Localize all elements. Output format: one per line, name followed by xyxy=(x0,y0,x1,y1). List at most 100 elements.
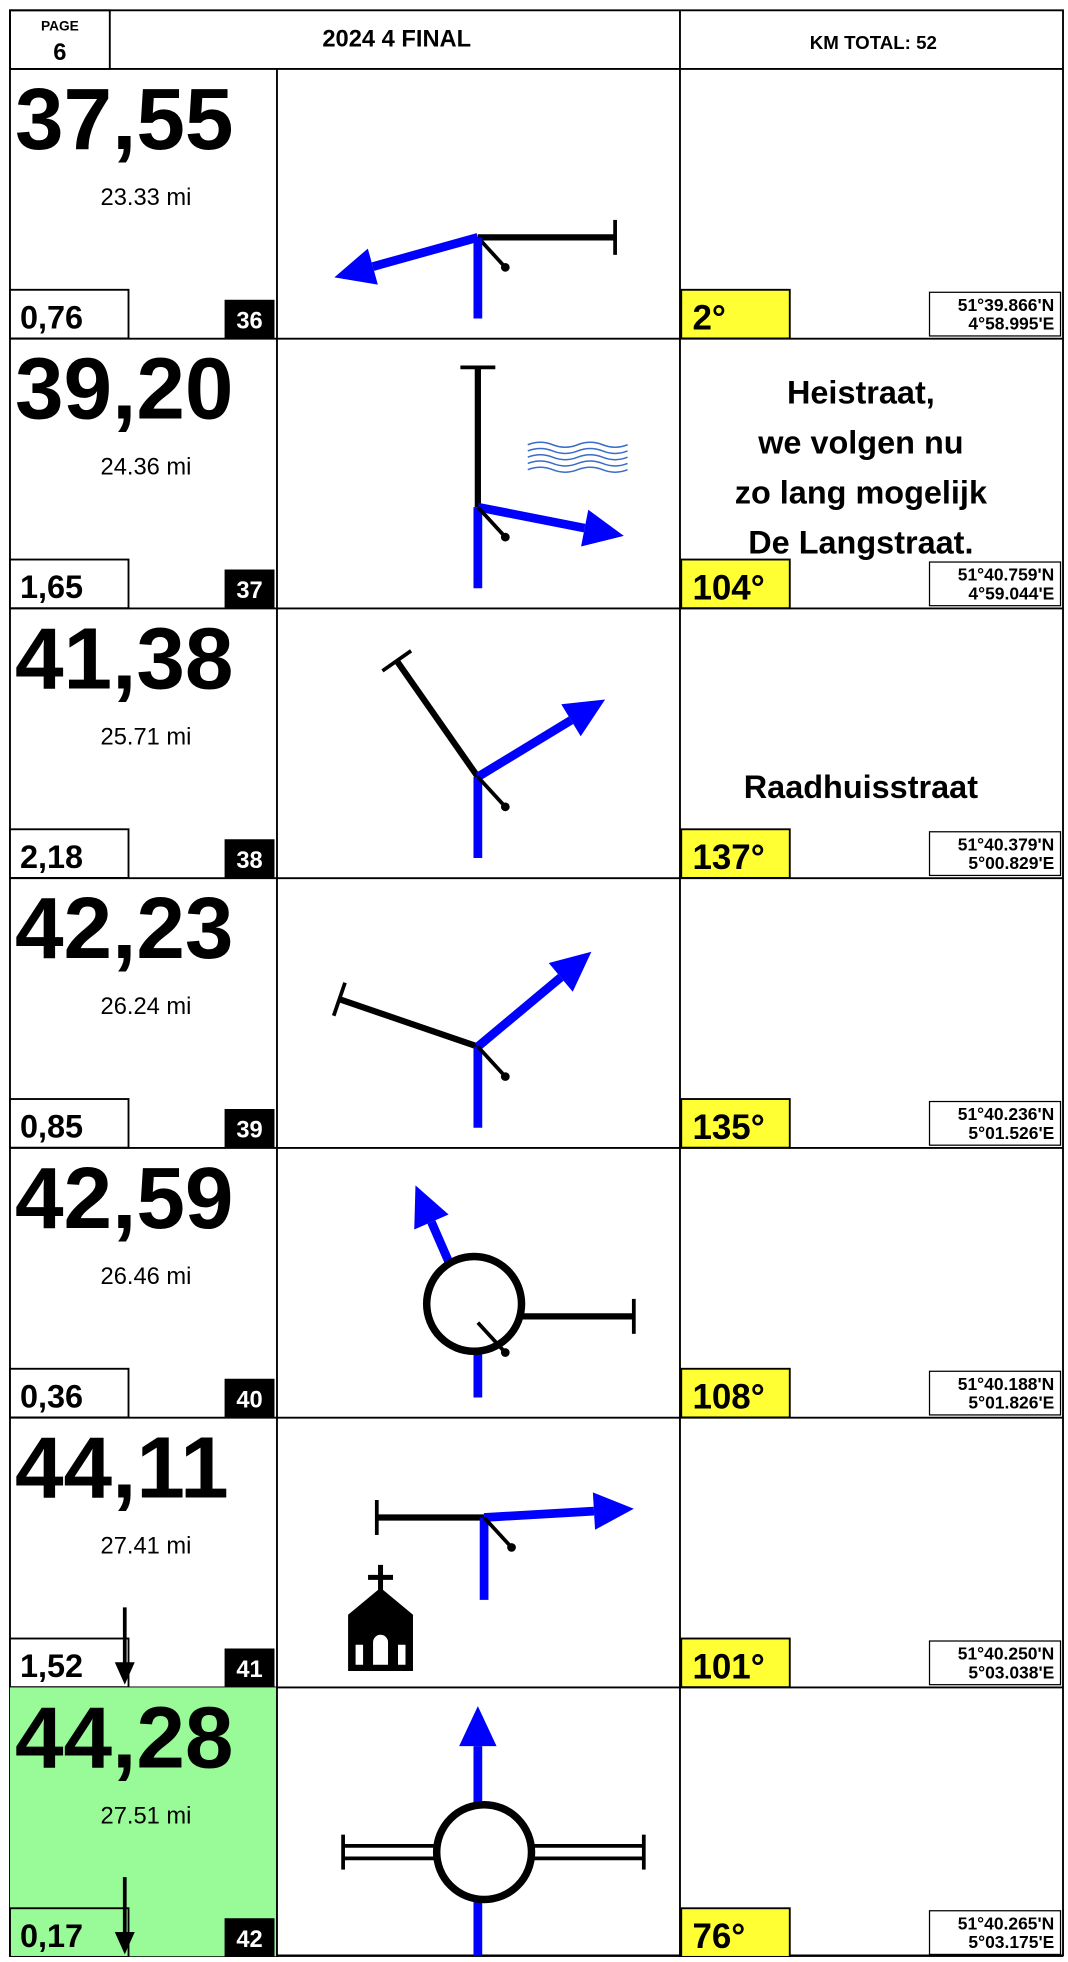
partial-box xyxy=(9,828,130,879)
number: 42 xyxy=(236,1927,262,1953)
note: zo lang mogelijk xyxy=(735,474,988,510)
heading: 76° xyxy=(692,1917,745,1956)
number: 41 xyxy=(236,1657,262,1683)
partial-box xyxy=(9,558,130,610)
latitude: 51°40.759'N xyxy=(958,565,1055,585)
heading: 104° xyxy=(692,568,764,607)
number-box xyxy=(224,1648,275,1688)
route-arrow xyxy=(414,1185,449,1230)
route-arrow xyxy=(459,1706,497,1747)
longitude: 5°00.829'E xyxy=(968,853,1054,873)
partial-box xyxy=(9,1098,130,1149)
route xyxy=(475,974,564,1050)
partial-box xyxy=(9,1907,130,1958)
latitude: 51°40.250'N xyxy=(958,1644,1055,1664)
heading-box xyxy=(680,1098,791,1149)
heading: 135° xyxy=(692,1108,764,1147)
km: 39,20 xyxy=(15,340,234,438)
number-box xyxy=(224,1918,275,1957)
coord-box xyxy=(928,1100,1062,1146)
latitude: 51°40.188'N xyxy=(958,1374,1055,1394)
coord-box xyxy=(928,1370,1062,1416)
road xyxy=(338,996,479,1050)
number: 37 xyxy=(236,578,262,604)
route-arrow xyxy=(334,248,378,285)
partial: 1,52 xyxy=(20,1648,83,1684)
miles: 27.41 mi xyxy=(101,1534,192,1560)
latitude: 51°40.265'N xyxy=(958,1913,1055,1933)
sheet-border xyxy=(9,9,1064,1957)
page-number: 6 xyxy=(53,40,66,66)
number: 39 xyxy=(236,1118,262,1144)
note: Heistraat, xyxy=(787,375,935,411)
km: 41,38 xyxy=(15,609,234,707)
heading-box xyxy=(680,288,791,340)
tick xyxy=(476,1045,507,1078)
road-end xyxy=(331,982,347,1017)
tick xyxy=(476,1321,507,1354)
church-door xyxy=(355,1634,406,1665)
heading: 108° xyxy=(692,1378,764,1417)
km: 42,23 xyxy=(15,879,234,977)
longitude: 5°01.826'E xyxy=(968,1393,1054,1413)
longitude: 4°59.044'E xyxy=(968,583,1054,603)
water xyxy=(527,460,628,467)
longitude: 5°03.038'E xyxy=(968,1662,1054,1682)
coord-box xyxy=(928,1910,1062,1956)
water xyxy=(527,441,628,448)
tick xyxy=(482,1516,513,1549)
heading: 2° xyxy=(692,299,725,338)
longitude: 5°01.526'E xyxy=(968,1123,1054,1143)
tick xyxy=(476,236,507,269)
title: 2024 4 FINAL xyxy=(322,26,471,52)
km-total: KM TOTAL: 52 xyxy=(810,32,937,53)
route-arrow xyxy=(561,699,606,737)
miles: 26.46 mi xyxy=(101,1264,192,1290)
partial-box xyxy=(9,288,130,340)
partial-box xyxy=(9,1367,130,1419)
down-arrow-head xyxy=(114,1931,135,1955)
note: we volgen nu xyxy=(757,424,963,460)
down-arrow-head xyxy=(114,1662,135,1685)
latitude: 51°40.236'N xyxy=(958,1104,1055,1124)
route xyxy=(483,1506,595,1522)
km: 37,55 xyxy=(15,70,234,168)
km: 44,28 xyxy=(15,1688,234,1786)
number-box xyxy=(224,299,275,339)
longitude: 5°03.175'E xyxy=(968,1932,1054,1952)
heading-box xyxy=(680,1367,791,1419)
partial: 2,18 xyxy=(20,839,83,875)
coord-box xyxy=(928,561,1062,607)
partial: 0,85 xyxy=(20,1109,83,1145)
partial-box xyxy=(9,1637,130,1689)
miles: 24.36 mi xyxy=(101,455,192,481)
road xyxy=(394,659,481,779)
miles: 27.51 mi xyxy=(101,1803,192,1829)
miles: 25.71 mi xyxy=(101,724,192,750)
tick xyxy=(476,775,507,809)
route-arrow xyxy=(581,509,624,547)
church-icon xyxy=(348,1564,413,1671)
partial: 1,65 xyxy=(20,569,83,605)
tick-dot xyxy=(500,1072,510,1081)
number-box xyxy=(224,569,275,609)
water xyxy=(527,466,628,473)
heading: 101° xyxy=(692,1647,764,1686)
number-box xyxy=(224,1109,275,1148)
tick xyxy=(476,505,507,539)
roundabout xyxy=(422,1252,526,1356)
heading-box xyxy=(680,558,791,610)
route-arrow xyxy=(592,1492,634,1530)
km: 44,11 xyxy=(15,1419,229,1517)
coord-box xyxy=(928,831,1062,877)
number: 40 xyxy=(236,1387,262,1413)
coord-box xyxy=(928,291,1062,337)
heading-box xyxy=(680,828,791,879)
tick-dot xyxy=(500,802,510,812)
note: Raadhuisstraat xyxy=(744,769,978,805)
latitude: 51°40.379'N xyxy=(958,834,1055,854)
page-label: PAGE xyxy=(41,18,79,33)
number-box xyxy=(224,1378,275,1418)
